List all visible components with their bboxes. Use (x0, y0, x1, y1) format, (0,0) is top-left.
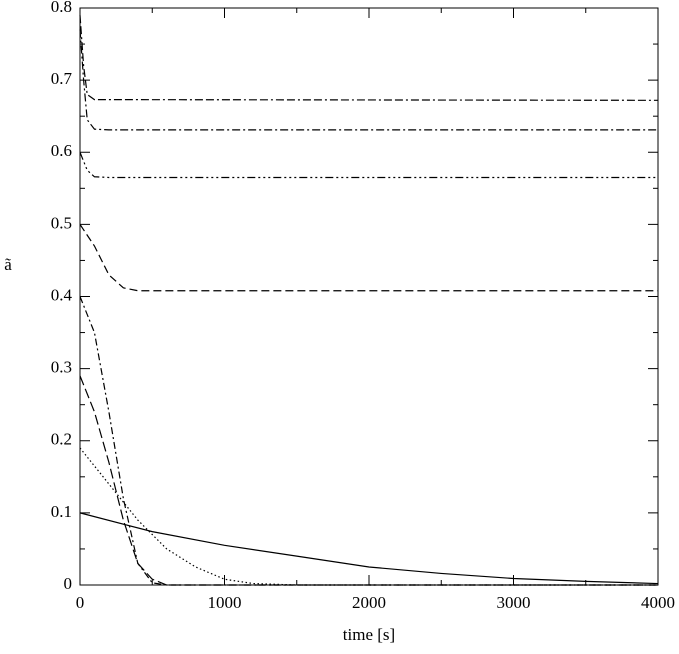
x-tick-label: 4000 (641, 593, 675, 612)
y-tick-label: 0.2 (51, 430, 72, 449)
series-line (79, 375, 658, 586)
x-tick-label: 3000 (497, 593, 531, 612)
series-line (79, 15, 659, 101)
series-line (79, 296, 658, 586)
series-line (79, 224, 658, 292)
x-tick-label: 2000 (352, 593, 386, 612)
y-tick-label: 0.7 (51, 69, 73, 88)
y-tick-label: 0 (64, 574, 73, 593)
y-tick-label: 0.6 (51, 141, 72, 160)
series-line (79, 447, 658, 586)
x-axis-label: time [s] (343, 625, 395, 644)
plot-frame (79, 7, 659, 586)
series-line (79, 29, 658, 131)
series-line (79, 512, 659, 585)
y-axis-label: ã (4, 255, 12, 274)
x-tick-label: 1000 (208, 593, 242, 612)
y-tick-label: 0.5 (51, 213, 72, 232)
y-tick-label: 0.4 (51, 285, 73, 304)
series-line (79, 152, 658, 179)
y-tick-label: 0.3 (51, 358, 72, 377)
x-tick-label: 0 (76, 593, 85, 612)
y-tick-label: 0.8 (51, 0, 72, 16)
y-tick-label: 0.1 (51, 502, 72, 521)
